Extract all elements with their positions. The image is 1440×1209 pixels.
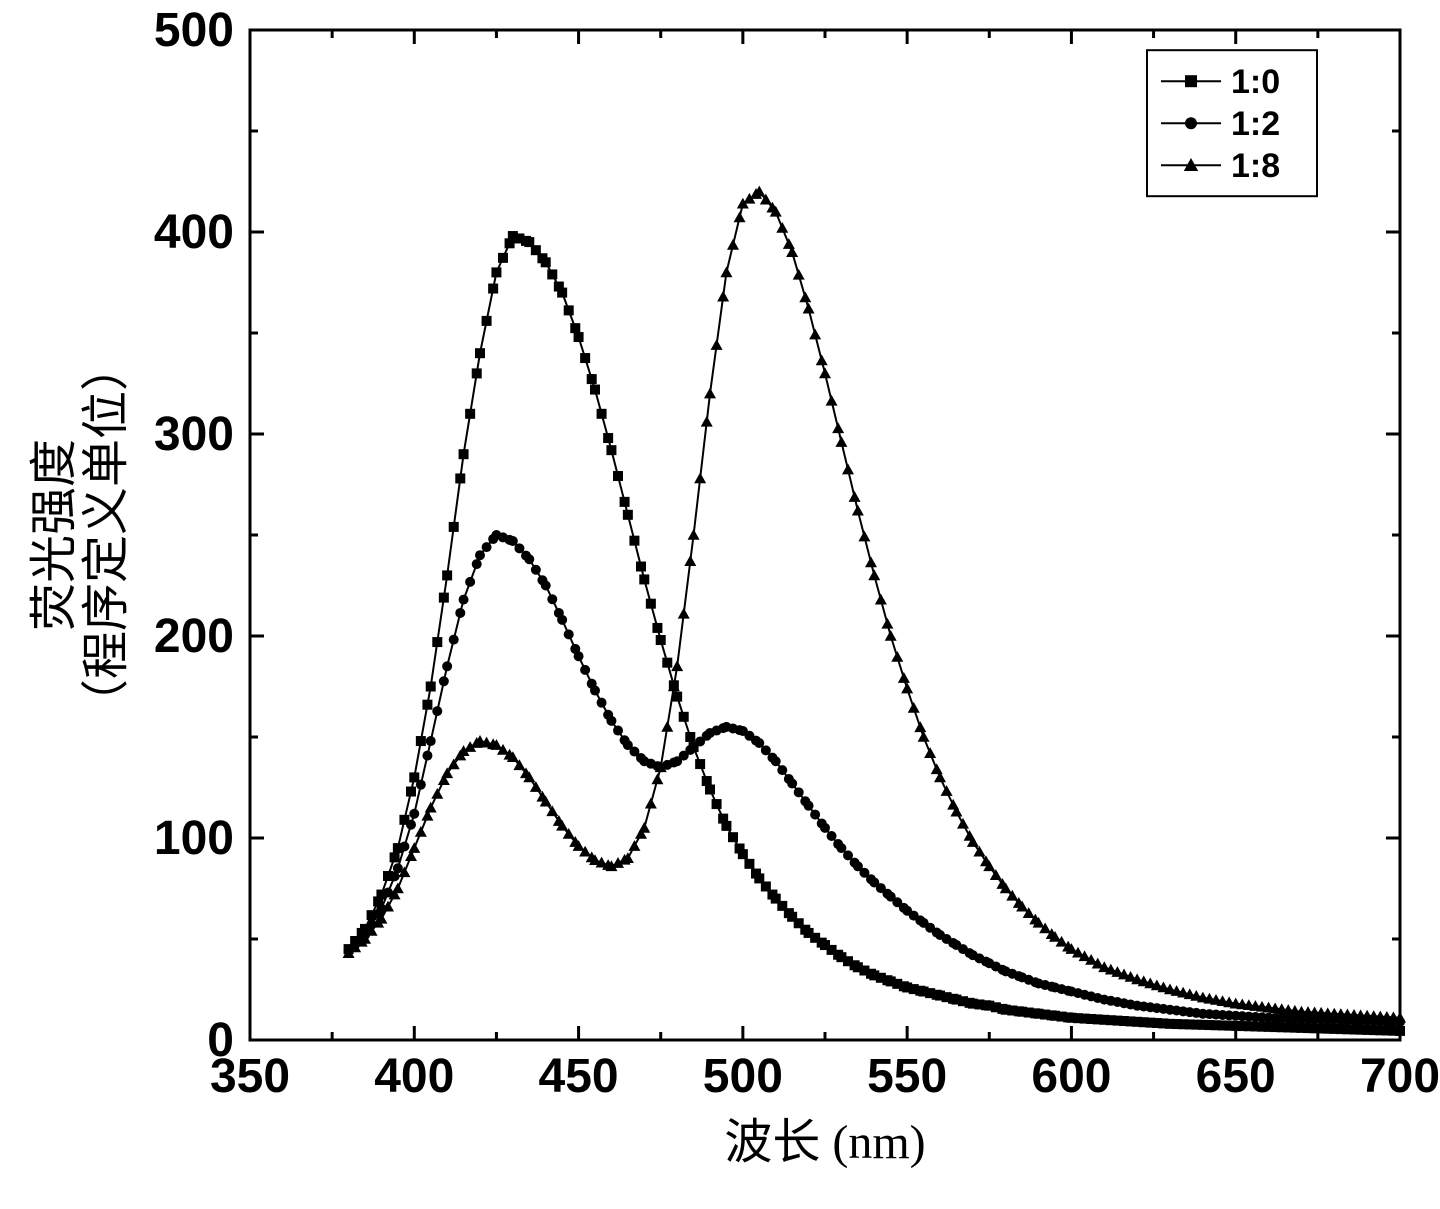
legend-label: 1:0	[1231, 63, 1280, 101]
y-tick-label: 300	[154, 408, 234, 461]
y-tick-label: 0	[207, 1014, 234, 1067]
y-axis-label-main: 荧光强度	[28, 439, 81, 631]
x-tick-label: 600	[1031, 1050, 1111, 1103]
x-axis-label: 波长 (nm)	[724, 1116, 925, 1169]
legend: 1:0 1:2 1:8	[1147, 50, 1317, 196]
legend-label: 1:8	[1231, 147, 1280, 185]
y-tick-label: 200	[154, 610, 234, 663]
x-tick-label: 700	[1360, 1050, 1440, 1103]
y-tick-label: 100	[154, 812, 234, 865]
x-tick-label: 400	[374, 1050, 454, 1103]
chart-container: 3504004505005506006507000100200300400500…	[0, 0, 1440, 1209]
y-tick-label: 500	[154, 4, 234, 57]
y-axis-label-sub: （程序定义单位）	[80, 343, 133, 727]
y-tick-label: 400	[154, 206, 234, 259]
x-tick-label: 500	[703, 1050, 783, 1103]
fluorescence-chart: 3504004505005506006507000100200300400500…	[0, 0, 1440, 1209]
x-tick-label: 550	[867, 1050, 947, 1103]
x-tick-label: 450	[539, 1050, 619, 1103]
x-tick-label: 650	[1196, 1050, 1276, 1103]
legend-label: 1:2	[1231, 105, 1280, 143]
